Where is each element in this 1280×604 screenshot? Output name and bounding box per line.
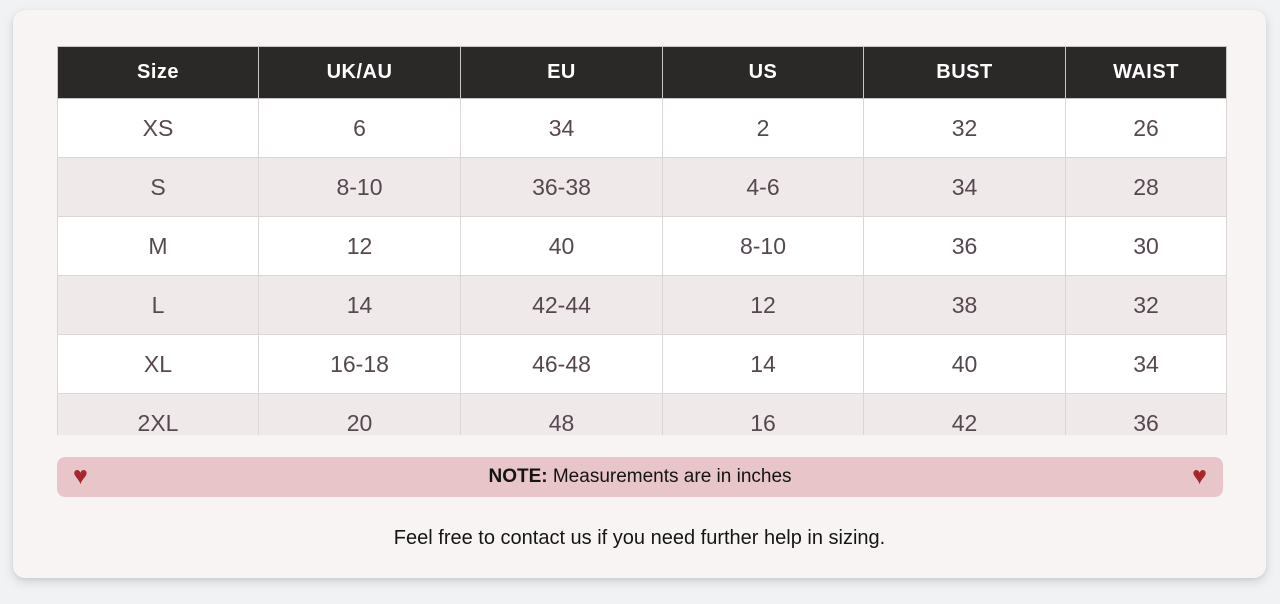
cell-ukau: 8-10 [258,157,461,217]
column-header-bust: BUST [863,46,1066,99]
cell-us: 4-6 [662,157,864,217]
cell-eu: 36-38 [460,157,663,217]
table-row-l: L 14 42-44 12 38 32 [57,275,1227,335]
table-row-2xl: 2XL 20 48 16 42 36 [57,393,1227,435]
cell-size: XS [57,98,259,158]
cell-waist: 28 [1065,157,1227,217]
cell-bust: 32 [863,98,1066,158]
table-row-xl: XL 16-18 46-48 14 40 34 [57,334,1227,394]
cell-bust: 40 [863,334,1066,394]
column-header-waist: WAIST [1065,46,1227,99]
cell-eu: 42-44 [460,275,663,335]
cell-ukau: 6 [258,98,461,158]
table-row-s: S 8-10 36-38 4-6 34 28 [57,157,1227,217]
table-row-m: M 12 40 8-10 36 30 [57,216,1227,276]
cell-bust: 36 [863,216,1066,276]
cell-waist: 26 [1065,98,1227,158]
cell-waist: 34 [1065,334,1227,394]
cell-eu: 34 [460,98,663,158]
size-chart-table-container: Size UK/AU EU US BUST WAIST XS 6 34 2 32… [57,46,1227,435]
header-row: Size UK/AU EU US BUST WAIST [57,46,1227,99]
cell-us: 16 [662,393,864,435]
note-banner: ♥ NOTE: Measurements are in inches ♥ [57,457,1223,497]
cell-size: M [57,216,259,276]
note-label: NOTE: [488,466,548,487]
heart-icon: ♥ [1192,461,1207,490]
cell-ukau: 16-18 [258,334,461,394]
cell-bust: 42 [863,393,1066,435]
contact-help-text: Feel free to contact us if you need furt… [393,527,886,549]
cell-eu: 40 [460,216,663,276]
cell-us: 8-10 [662,216,864,276]
cell-eu: 48 [460,393,663,435]
cell-us: 12 [662,275,864,335]
cell-bust: 38 [863,275,1066,335]
cell-waist: 36 [1065,393,1227,435]
cell-bust: 34 [863,157,1066,217]
cell-waist: 32 [1065,275,1227,335]
cell-size: L [57,275,259,335]
cell-ukau: 20 [258,393,461,435]
cell-ukau: 12 [258,216,461,276]
column-header-us: US [662,46,864,99]
cell-waist: 30 [1065,216,1227,276]
table-row-xs: XS 6 34 2 32 26 [57,98,1227,158]
cell-ukau: 14 [258,275,461,335]
note-text: NOTE: Measurements are in inches [57,466,1223,488]
column-header-ukau: UK/AU [258,46,461,99]
size-chart-table: Size UK/AU EU US BUST WAIST XS 6 34 2 32… [57,46,1227,435]
heart-icon: ♥ [73,461,88,490]
cell-us: 14 [662,334,864,394]
size-chart-card: Size UK/AU EU US BUST WAIST XS 6 34 2 32… [13,10,1266,578]
cell-size: XL [57,334,259,394]
cell-size: S [57,157,259,217]
cell-eu: 46-48 [460,334,663,394]
cell-us: 2 [662,98,864,158]
column-header-eu: EU [460,46,663,99]
note-message: Measurements are in inches [547,466,792,487]
column-header-size: Size [57,46,259,99]
cell-size: 2XL [57,393,259,435]
